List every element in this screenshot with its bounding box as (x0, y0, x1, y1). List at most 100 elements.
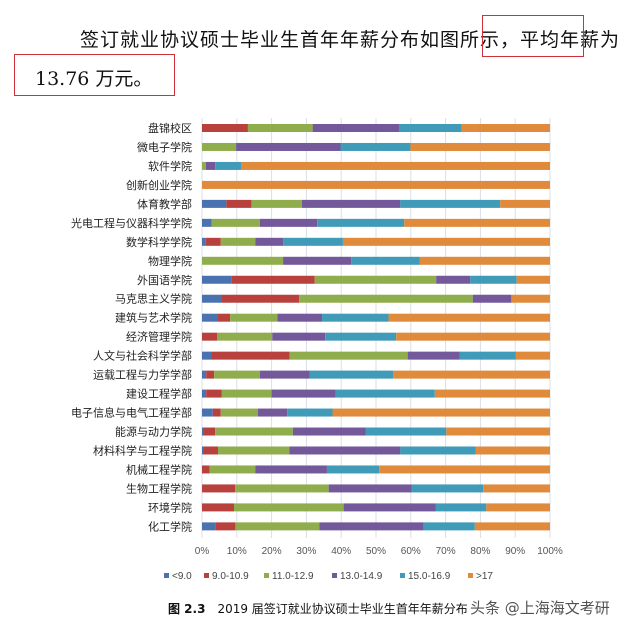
bar-segment (212, 408, 221, 417)
category-label: 软件学院 (148, 159, 192, 173)
bar-segment (319, 522, 424, 531)
bar-segment (215, 161, 241, 170)
bar-segment (343, 503, 436, 512)
category-label: 材料科学与工程学院 (93, 443, 192, 457)
bar-segment (202, 275, 232, 284)
category-label: 体育教学部 (137, 197, 192, 211)
bar-segment (271, 389, 336, 398)
bar-segment (516, 275, 550, 284)
bar-segment (500, 199, 550, 208)
x-tick-label: 60% (401, 546, 421, 557)
category-label: 人文与社会科学学部 (93, 349, 192, 363)
bar-segment (400, 199, 501, 208)
bar-segment (203, 446, 219, 455)
bar-segment (205, 161, 216, 170)
bar-segment (202, 484, 236, 493)
bar-segment (342, 237, 550, 246)
bar-segment (211, 351, 290, 360)
bar-segment (202, 351, 212, 360)
bar-segment (511, 294, 550, 303)
watermark: 头条 @上海海文考研 (470, 599, 610, 617)
bar-segment (235, 522, 320, 531)
legend-swatch (204, 573, 209, 578)
bar-segment (218, 313, 231, 322)
bar-segment (247, 124, 313, 132)
legend-swatch (332, 573, 337, 578)
x-tick-label: 100% (537, 546, 563, 557)
bar-segment (283, 256, 352, 265)
legend-label: 11.0-12.9 (272, 571, 314, 582)
category-label: 电子信息与电气工程学部 (71, 406, 192, 420)
category-label: 运载工程与力学学部 (93, 368, 192, 382)
bar-segment (206, 370, 215, 379)
bar-segment (461, 124, 550, 132)
paragraph-line-1: 签订就业协议硕士毕业生首年年薪分布如图所示，平均年薪为 (80, 25, 620, 52)
bar-segment (328, 484, 412, 493)
category-label: 马克思主义学院 (115, 292, 192, 306)
bar-segment (277, 313, 323, 322)
highlight-box-1 (482, 15, 584, 57)
category-label: 化工学院 (148, 519, 192, 533)
x-tick-label: 40% (331, 546, 351, 557)
bar-segment (221, 389, 272, 398)
bar-segment (258, 408, 288, 417)
bar-segment (287, 408, 333, 417)
bar-segment (211, 218, 260, 227)
legend-swatch (264, 573, 269, 578)
bar-segment (230, 313, 278, 322)
bar-segment (410, 142, 550, 151)
legend-swatch (400, 573, 405, 578)
bar-segment (202, 503, 235, 512)
bar-segment (259, 218, 318, 227)
bar-segment (205, 237, 221, 246)
bar-segment (202, 124, 248, 132)
x-tick-label: 70% (436, 546, 456, 557)
bar-segment (379, 465, 550, 474)
x-tick-label: 0% (195, 546, 210, 557)
bar-segment (299, 294, 473, 303)
category-label: 创新创业学院 (126, 178, 192, 192)
bar-segment (407, 351, 460, 360)
bar-segment (283, 237, 343, 246)
bar-segment (483, 484, 550, 493)
bar-segment (202, 465, 210, 474)
bar-segment (231, 275, 315, 284)
legend-swatch (164, 573, 169, 578)
bar-segment (202, 142, 237, 151)
category-label: 能源与动力学院 (115, 425, 192, 439)
paragraph-text: 签订就业协议硕士毕业生首年年薪分布如图所示， (80, 29, 521, 51)
bar-segment (251, 199, 302, 208)
x-tick-label: 20% (262, 546, 282, 557)
bar-segment (411, 484, 484, 493)
category-label: 生物工程学院 (126, 481, 192, 495)
legend-label: <9.0 (172, 571, 192, 582)
bar-segment (202, 389, 207, 398)
bar-segment (314, 275, 437, 284)
legend-swatch (468, 573, 473, 578)
bar-segment (322, 313, 389, 322)
legend-label: 15.0-16.9 (408, 571, 451, 582)
bar-segment (332, 408, 550, 417)
bar-segment (202, 522, 216, 531)
x-tick-label: 10% (227, 546, 247, 557)
bar-segment (202, 370, 207, 379)
category-label: 物理学院 (148, 254, 192, 268)
bar-segment (202, 237, 206, 246)
bar-segment (289, 446, 401, 455)
bar-segment (202, 161, 206, 170)
bar-segment (215, 522, 236, 531)
highlight-box-2 (14, 54, 175, 96)
category-label: 建设工程学部 (126, 387, 192, 401)
bar-segment (259, 370, 310, 379)
category-label: 经济管理学院 (126, 330, 192, 344)
bar-segment (202, 294, 222, 303)
bar-segment (206, 389, 222, 398)
bar-segment (419, 256, 550, 265)
bar-segment (240, 161, 550, 170)
bar-segment (388, 313, 550, 322)
x-tick-label: 50% (366, 546, 386, 557)
bar-segment (317, 218, 405, 227)
bar-segment (255, 465, 327, 474)
bar-segment (396, 332, 550, 341)
bar-segment (202, 427, 204, 436)
